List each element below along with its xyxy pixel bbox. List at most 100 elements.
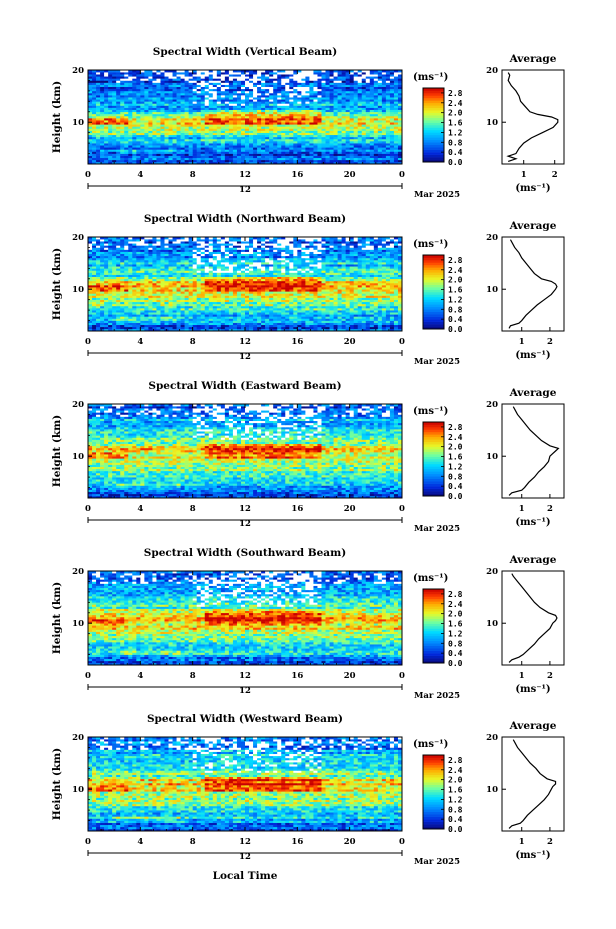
heatmap-cell [185,87,189,89]
heatmap-cell [173,78,177,80]
heatmap-cell [124,139,128,141]
heatmap-cell [88,312,92,314]
heatmap-cell [342,310,346,312]
heatmap-cell [317,139,321,141]
heatmap-cell [169,308,173,310]
heatmap-cell [148,306,152,308]
heatmap-cell [317,116,321,118]
heatmap-cell [144,321,148,323]
heatmap-cell [189,145,193,147]
heatmap-cell [128,323,132,325]
heatmap-cell [193,93,197,95]
heatmap-cell [354,99,358,101]
heatmap-cell [193,126,197,128]
heatmap-cell [269,85,273,87]
heatmap-cell [366,156,370,158]
heatmap-cell [386,316,390,318]
heatmap-cell [112,122,116,124]
heatmap-cell [386,314,390,316]
heatmap-cell [124,312,128,314]
heatmap-cell [301,95,305,97]
heatmap-cell [120,103,124,105]
heatmap-cell [317,78,321,80]
heatmap-cell [201,151,205,153]
heatmap-cell [285,118,289,120]
heatmap-cell [152,91,156,93]
heatmap-cell [96,83,100,85]
heatmap-cell [96,87,100,89]
heatmap-cell [330,116,334,118]
heatmap-cell [350,91,354,93]
heatmap-cell [128,151,132,153]
heatmap-cell [104,149,108,151]
heatmap-cell [289,131,293,133]
heatmap-cell [132,295,136,297]
heatmap-cell [197,126,201,128]
heatmap-cell [189,323,193,325]
heatmap-cell [317,318,321,320]
heatmap-cell [225,302,229,304]
heatmap-cell [100,108,104,110]
heatmap-cell [225,99,229,101]
heatmap-cell [169,316,173,318]
heatmap-cell [374,118,378,120]
heatmap-cell [221,302,225,304]
heatmap-cell [289,133,293,135]
heatmap-cell [189,85,193,87]
heatmap-cell [169,141,173,143]
heatmap-cell [305,321,309,323]
heatmap-cell [128,295,132,297]
heatmap-cell [253,160,257,162]
heatmap-cell [346,151,350,153]
heatmap-cell [358,316,362,318]
heatmap-cell [289,137,293,139]
heatmap-cell [321,97,325,99]
heatmap-cell [261,85,265,87]
heatmap-cell [354,158,358,160]
heatmap-cell [305,151,309,153]
heatmap-cell [350,110,354,112]
heatmap-cell [173,91,177,93]
heatmap-cell [342,158,346,160]
heatmap-cell [281,120,285,122]
heatmap-cell [177,76,181,78]
heatmap-cell [273,110,277,112]
heatmap-cell [269,95,273,97]
heatmap-cell [189,116,193,118]
heatmap-cell [330,93,334,95]
heatmap-cell [305,304,309,306]
heatmap-cell [245,323,249,325]
heatmap-cell [277,89,281,91]
heatmap-cell [338,103,342,105]
heatmap-cell [342,93,346,95]
heatmap-cell [358,321,362,323]
heatmap-cell [108,302,112,304]
heatmap-cell [273,76,277,78]
heatmap-cell [169,135,173,137]
heatmap-cell [390,103,394,105]
heatmap-cell [350,120,354,122]
heatmap-cell [181,154,185,156]
heatmap-cell [185,80,189,82]
heatmap-cell [181,80,185,82]
heatmap-cell [370,76,374,78]
heatmap-cell [209,139,213,141]
heatmap-cell [201,80,205,82]
heatmap-cell [257,133,261,135]
heatmap-cell [193,306,197,308]
heatmap-cell [148,314,152,316]
heatmap-cell [313,99,317,101]
heatmap-cell [173,295,177,297]
heatmap-cell [346,139,350,141]
heatmap-cell [366,74,370,76]
heatmap-cell [354,78,358,80]
heatmap-cell [197,156,201,158]
heatmap-cell [217,143,221,145]
heatmap-cell [197,143,201,145]
heatmap-cell [92,124,96,126]
heatmap-cell [362,327,366,329]
heatmap-cell [309,126,313,128]
heatmap-cell [217,83,221,85]
heatmap-cell [265,145,269,147]
heatmap-cell [330,74,334,76]
